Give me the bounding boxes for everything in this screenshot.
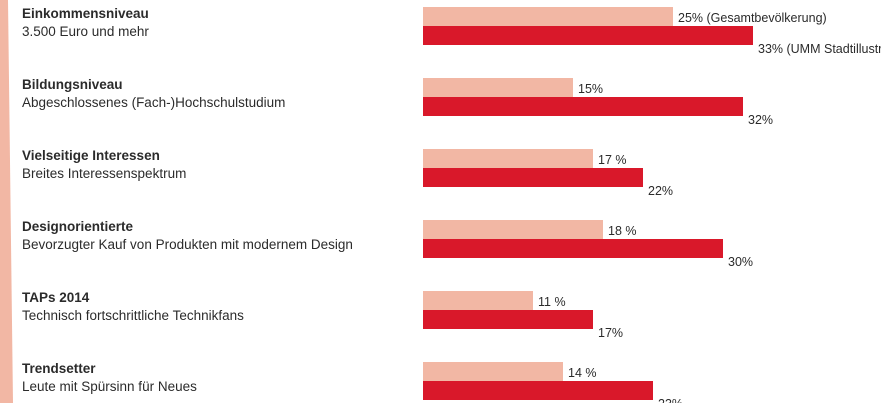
bar-umm-readers-4 bbox=[423, 239, 723, 258]
bar-general-population-5 bbox=[423, 291, 533, 310]
value-label-umm-readers-5: 17% bbox=[598, 326, 623, 340]
category-subtitle: Abgeschlossenes (Fach-)Hochschulstudium bbox=[22, 95, 286, 110]
category-subtitle: 3.500 Euro und mehr bbox=[22, 24, 149, 39]
bar-umm-readers-3 bbox=[423, 168, 643, 187]
bar-general-population-1 bbox=[423, 7, 673, 26]
category-vielseitige-interessen: Vielseitige Interessen Breites Interesse… bbox=[22, 147, 402, 183]
category-bildungsniveau: Bildungsniveau Abgeschlossenes (Fach-)Ho… bbox=[22, 76, 402, 112]
value-label-general-population-2: 15% bbox=[578, 82, 603, 96]
value-label-general-population-3: 17 % bbox=[598, 153, 627, 167]
value-label-umm-readers-3: 22% bbox=[648, 184, 673, 198]
category-title: Einkommensniveau bbox=[22, 6, 149, 21]
category-einkommensniveau: Einkommensniveau 3.500 Euro und mehr bbox=[22, 5, 402, 41]
bar-umm-readers-1 bbox=[423, 26, 753, 45]
bar-general-population-6 bbox=[423, 362, 563, 381]
bar-general-population-2 bbox=[423, 78, 573, 97]
category-subtitle: Leute mit Spürsinn für Neues bbox=[22, 379, 197, 394]
category-designorientierte: Designorientierte Bevorzugter Kauf von P… bbox=[22, 218, 402, 254]
category-title: Designorientierte bbox=[22, 219, 134, 234]
value-label-general-population-1: 25% (Gesamtbevölkerung) bbox=[678, 11, 827, 25]
bar-umm-readers-2 bbox=[423, 97, 743, 116]
value-label-umm-readers-2: 32% bbox=[748, 113, 773, 127]
value-label-general-population-5: 11 % bbox=[538, 295, 566, 309]
category-title: Vielseitige Interessen bbox=[22, 148, 160, 163]
value-label-umm-readers-1: 33% (UMM Stadtillustrierte) bbox=[758, 42, 881, 56]
value-label-umm-readers-6: 23% bbox=[658, 397, 683, 403]
category-subtitle: Bevorzugter Kauf von Produkten mit moder… bbox=[22, 237, 353, 252]
bar-general-population-4 bbox=[423, 220, 603, 239]
value-label-general-population-6: 14 % bbox=[568, 366, 597, 380]
category-subtitle: Technisch fortschrittliche Technikfans bbox=[22, 308, 244, 323]
category-title: TAPs 2014 bbox=[22, 290, 90, 305]
category-title: Bildungsniveau bbox=[22, 77, 123, 92]
accent-strip bbox=[0, 0, 13, 403]
category-trendsetter: Trendsetter Leute mit Spürsinn für Neues bbox=[22, 360, 402, 396]
value-label-general-population-4: 18 % bbox=[608, 224, 637, 238]
category-subtitle: Breites Interessenspektrum bbox=[22, 166, 187, 181]
value-label-umm-readers-4: 30% bbox=[728, 255, 753, 269]
bar-umm-readers-6 bbox=[423, 381, 653, 400]
bar-umm-readers-5 bbox=[423, 310, 593, 329]
category-title: Trendsetter bbox=[22, 361, 96, 376]
category-taps-2014: TAPs 2014 Technisch fortschrittliche Tec… bbox=[22, 289, 402, 325]
bar-general-population-3 bbox=[423, 149, 593, 168]
